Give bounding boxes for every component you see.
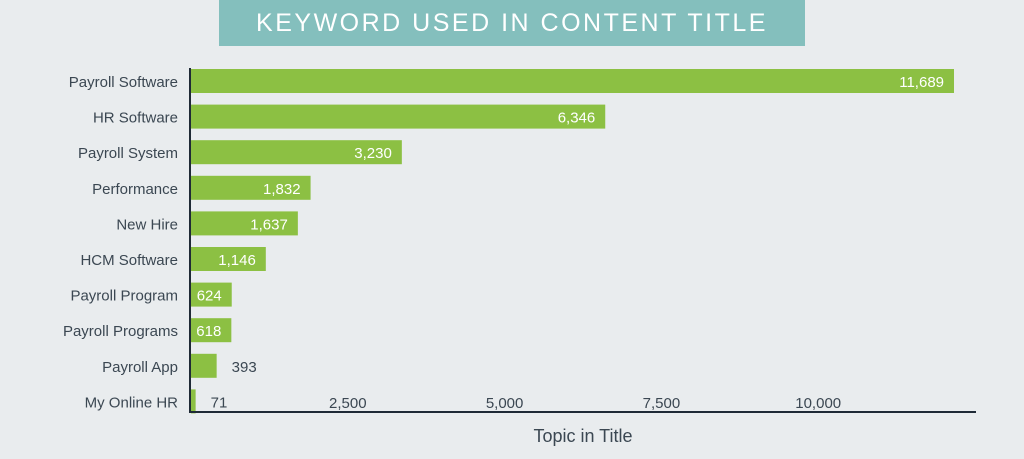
category-label: Payroll App xyxy=(102,359,178,376)
data-label: 1,637 xyxy=(250,216,288,233)
bar xyxy=(191,282,232,307)
bar xyxy=(191,353,217,378)
data-label: 71 xyxy=(211,394,228,411)
data-label: 618 xyxy=(196,323,221,340)
labels-layer: Payroll Software 11,689 HR Software 6,346 Pa… xyxy=(63,74,944,412)
data-label: 11,689 xyxy=(899,74,944,91)
category-label: Payroll Programs xyxy=(63,323,178,340)
data-label: 624 xyxy=(197,288,222,305)
bar xyxy=(191,247,266,271)
x-tick-label: 5,000 xyxy=(486,395,524,412)
bar xyxy=(191,318,232,343)
x-tick-label: 10,000 xyxy=(795,395,841,412)
category-label: HCM Software xyxy=(80,252,178,269)
data-label: 1,146 xyxy=(218,252,256,269)
data-label: 3,230 xyxy=(354,145,392,162)
category-label: My Online HR xyxy=(85,394,179,411)
category-label: Payroll Software xyxy=(69,74,178,91)
bar xyxy=(191,211,298,236)
category-label: Performance xyxy=(92,181,178,198)
data-label: 6,346 xyxy=(558,110,596,127)
x-tick-label: 7,500 xyxy=(643,395,681,412)
category-label: Payroll Program xyxy=(70,288,178,305)
bar xyxy=(191,104,606,129)
x-tick-label: 2,500 xyxy=(329,395,367,412)
category-label: HR Software xyxy=(93,110,178,127)
data-label: 1,832 xyxy=(263,181,301,198)
bars-layer xyxy=(191,69,954,414)
category-label: Payroll System xyxy=(78,145,178,162)
bar xyxy=(191,140,402,165)
category-label: New Hire xyxy=(116,216,178,233)
bar xyxy=(191,69,954,93)
x-axis-title: Topic in Title xyxy=(533,426,632,446)
data-label: 393 xyxy=(232,359,257,376)
chart-title: KEYWORD USED IN CONTENT TITLE xyxy=(219,0,805,46)
bar xyxy=(191,389,196,414)
bar xyxy=(191,175,311,200)
